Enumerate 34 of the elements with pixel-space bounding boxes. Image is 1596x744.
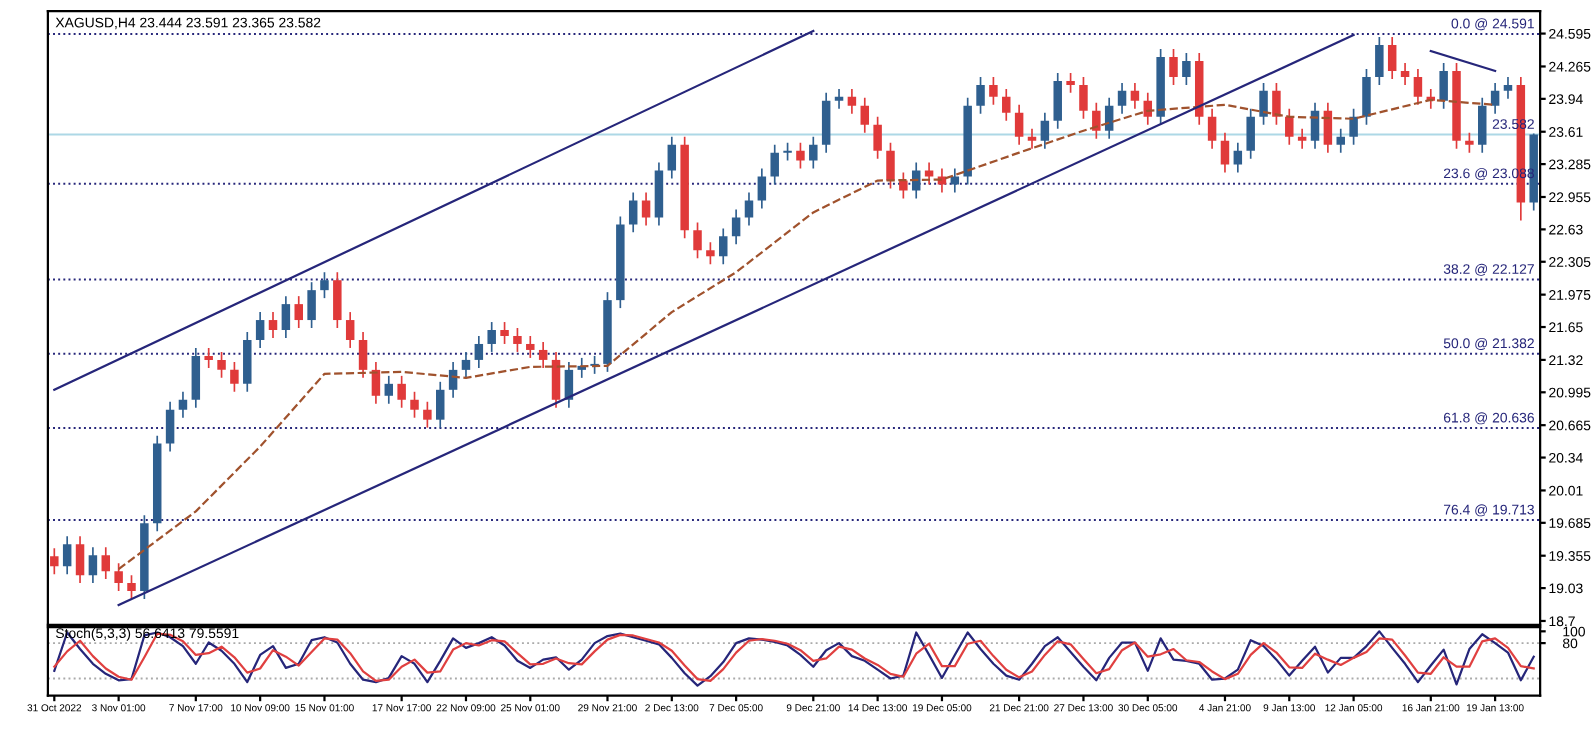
candlestick [1375, 36, 1384, 86]
candlestick [1362, 68, 1371, 126]
candlestick [230, 361, 239, 393]
candlestick [1169, 48, 1178, 86]
candlestick [423, 400, 432, 429]
candlestick [1465, 131, 1474, 154]
candlestick [320, 271, 329, 299]
candlestick [899, 171, 908, 200]
candlestick [976, 76, 985, 115]
candlestick [989, 76, 998, 106]
candlestick [114, 562, 123, 592]
candlestick [1439, 62, 1448, 110]
candlestick [603, 291, 612, 373]
candlestick [1259, 82, 1268, 126]
candlestick [616, 215, 625, 309]
candlestick [1066, 72, 1075, 94]
candlestick [217, 351, 226, 379]
candlestick [693, 221, 702, 260]
candlestick [140, 514, 149, 600]
candlestick [307, 281, 316, 329]
candlestick [513, 327, 522, 353]
candlestick [680, 135, 689, 240]
candlestick [796, 141, 805, 170]
candlestick [500, 321, 509, 345]
candlestick [1272, 82, 1281, 126]
candlestick [1452, 62, 1461, 150]
candlestick [873, 115, 882, 160]
candlestick [1182, 52, 1191, 86]
candlestick [1156, 48, 1165, 126]
candlestick [706, 241, 715, 266]
candlestick [397, 375, 406, 409]
candlestick [1079, 76, 1088, 120]
candlestick [410, 390, 419, 419]
candlestick [127, 574, 136, 600]
